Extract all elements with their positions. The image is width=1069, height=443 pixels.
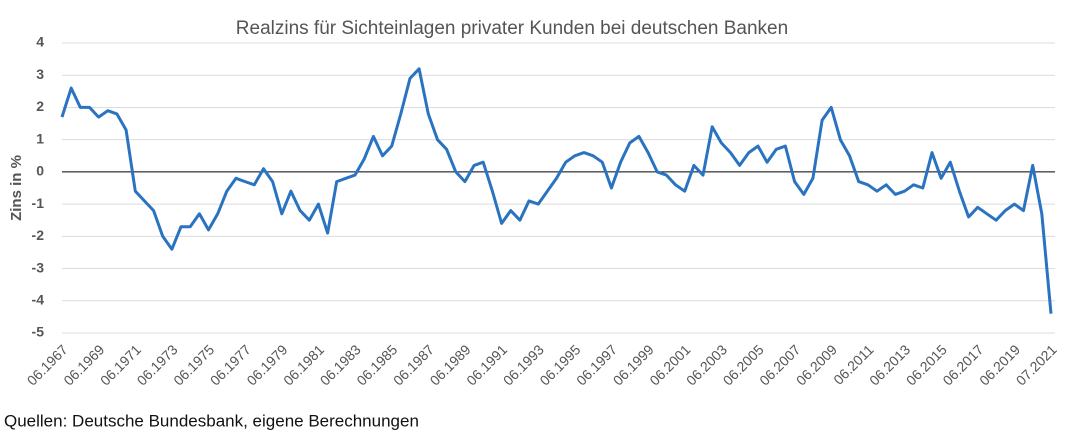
- y-tick-label: 4: [36, 34, 44, 50]
- y-tick-label: -4: [32, 291, 45, 307]
- source-note: Quellen: Deutsche Bundesbank, eigene Ber…: [4, 411, 419, 430]
- y-tick-label: 2: [36, 98, 44, 114]
- y-axis-label: Zins in %: [8, 155, 25, 221]
- y-tick-label: -3: [32, 259, 45, 275]
- y-tick-label: -5: [32, 324, 45, 340]
- y-tick-label: 1: [36, 130, 44, 146]
- y-tick-label: 3: [36, 66, 44, 82]
- y-tick-label: 0: [36, 163, 44, 179]
- x-tick-label: 07.2021: [1013, 341, 1060, 388]
- y-tick-label: -2: [32, 227, 45, 243]
- x-tick-label: 06.2009: [793, 341, 840, 388]
- y-tick-label: -1: [32, 195, 45, 211]
- chart-title: Realzins für Sichteinlagen privater Kund…: [236, 18, 788, 39]
- data-line: [60, 67, 1053, 314]
